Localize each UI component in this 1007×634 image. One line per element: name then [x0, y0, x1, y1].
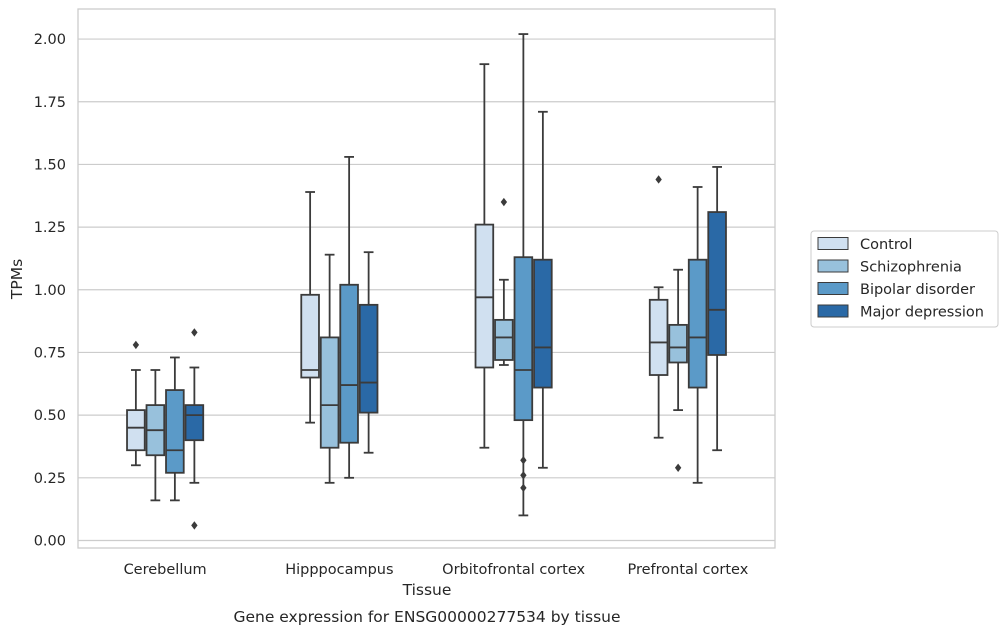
- box-0-1: [145, 369, 166, 502]
- outlier-point: [191, 328, 198, 337]
- box-2-1: [494, 197, 514, 366]
- y-tick-label: 0.75: [34, 345, 66, 361]
- outlier-point: [520, 456, 527, 465]
- y-axis-label: TPMs: [8, 259, 26, 300]
- y-tick-labels: 0.00 0.25 0.50 0.75 1.00 1.25 1.50 1.75 2.00: [34, 32, 66, 549]
- box-body: [648, 298, 669, 376]
- y-tick-label: 2.00: [34, 32, 66, 48]
- legend: Control Schizophrenia Bipolar disorder Majo…: [810, 230, 999, 328]
- plot-frame: [77, 8, 776, 549]
- outlier-point: [191, 521, 198, 530]
- box-3-1: [668, 268, 688, 472]
- legend-label: Control: [860, 237, 912, 253]
- x-tick-label: Orbitofrontal cortex: [442, 562, 585, 578]
- box-body: [165, 389, 185, 474]
- legend-label: Major depression: [860, 305, 984, 321]
- box-body: [126, 409, 146, 452]
- outlier-point: [520, 471, 527, 480]
- legend-frame: [810, 230, 999, 328]
- box-body: [339, 283, 359, 444]
- y-tick-label: 1.50: [34, 157, 66, 173]
- y-tick-label: 1.75: [34, 95, 66, 111]
- legend-swatch: [817, 304, 849, 318]
- figure-caption: Gene expression for ENSG00000277534 by t…: [233, 608, 620, 626]
- box-0-2: [165, 356, 185, 502]
- box-body: [668, 323, 688, 364]
- box-body: [513, 256, 534, 422]
- box-1-1: [319, 253, 340, 484]
- y-tick-label: 0.25: [34, 471, 66, 487]
- x-tick-labels: Cerebellum Hipppocampus Orbitofrontal cort…: [124, 562, 749, 578]
- y-tick-label: 0.00: [34, 533, 66, 549]
- box-3-0: [648, 175, 669, 439]
- box-3-2: [687, 186, 708, 484]
- box-body: [533, 258, 553, 389]
- x-axis-label: Tissue: [402, 581, 452, 599]
- box-2-3: [533, 110, 553, 469]
- y-tick-label: 1.25: [34, 220, 66, 236]
- y-tick-label: 1.00: [34, 283, 66, 299]
- box-0-3: [184, 328, 205, 530]
- box-3-3: [707, 166, 727, 452]
- legend-swatch: [817, 237, 849, 250]
- box-2-2: [513, 33, 534, 517]
- box-body: [319, 336, 340, 449]
- outlier-point: [132, 340, 140, 350]
- legend-label: Bipolar disorder: [860, 282, 975, 298]
- y-tick-label: 0.50: [34, 408, 66, 424]
- outlier-point: [520, 483, 527, 493]
- box-2-0: [474, 63, 495, 449]
- box-1-3: [358, 251, 379, 454]
- x-tick-label: Hipppocampus: [285, 562, 393, 578]
- outlier-point: [655, 175, 662, 184]
- outlier-point: [674, 463, 682, 472]
- box-1-2: [339, 156, 359, 479]
- box-body: [687, 258, 708, 389]
- box-body: [494, 318, 514, 361]
- box-groups: [126, 33, 727, 530]
- box-body: [184, 404, 205, 442]
- box-1-0: [300, 191, 320, 424]
- legend-label: Schizophrenia: [860, 260, 962, 276]
- legend-swatch: [817, 282, 849, 295]
- outlier-point: [500, 197, 508, 207]
- x-tick-label: Cerebellum: [124, 562, 207, 578]
- legend-swatch: [817, 259, 849, 273]
- box-body: [474, 223, 495, 369]
- box-body: [358, 303, 379, 414]
- x-tick-label: Prefrontal cortex: [627, 562, 748, 578]
- box-0-0: [126, 340, 146, 467]
- box-body: [707, 211, 727, 356]
- box-body: [300, 293, 320, 379]
